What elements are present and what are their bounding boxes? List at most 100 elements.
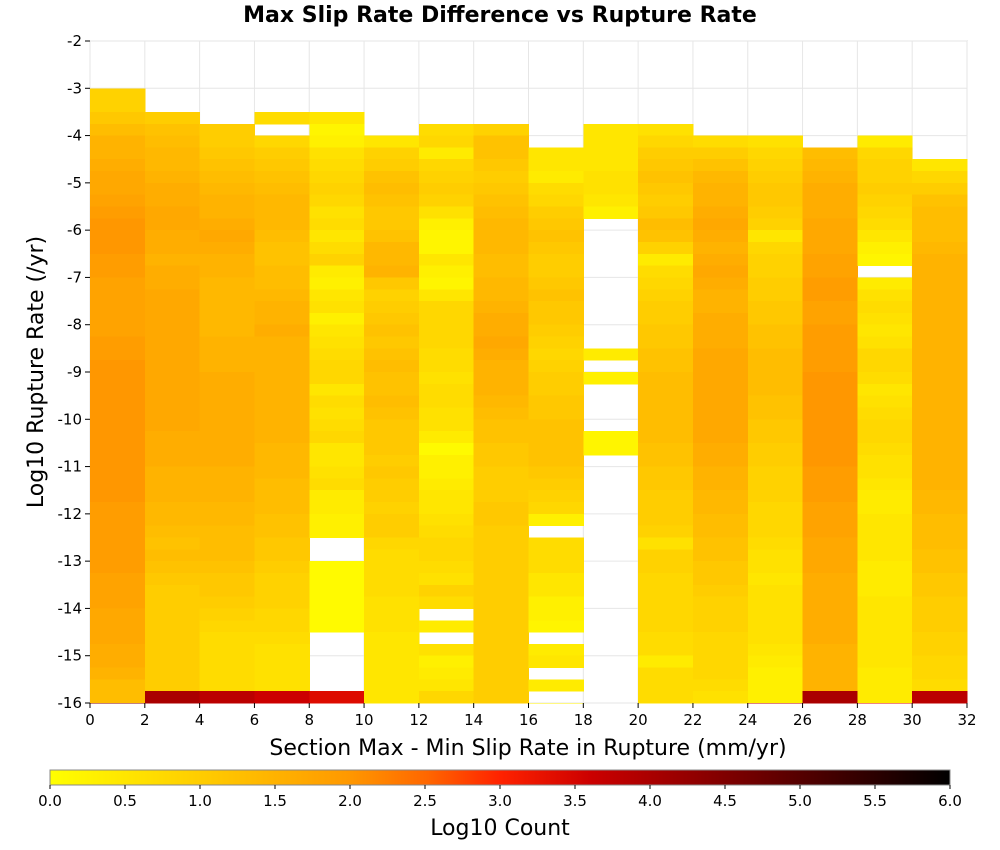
- heatmap-cell: [528, 466, 584, 479]
- heatmap-cell: [473, 383, 529, 397]
- heatmap-cell: [418, 372, 475, 385]
- heatmap-cell: [528, 407, 584, 420]
- heatmap-cell: [199, 632, 255, 645]
- heatmap-cell: [90, 419, 146, 432]
- heatmap-cell: [418, 442, 475, 456]
- heatmap-cell: [199, 123, 255, 137]
- heatmap-cell: [638, 537, 694, 550]
- heatmap-cell: [144, 407, 201, 420]
- heatmap-cell: [638, 703, 694, 704]
- heatmap-cell: [199, 289, 255, 302]
- heatmap-cell: [528, 502, 584, 515]
- heatmap-cell: [802, 584, 858, 598]
- heatmap-cell: [638, 218, 694, 231]
- heatmap-cell: [528, 253, 584, 267]
- heatmap-cell: [309, 490, 365, 503]
- heatmap-cell: [254, 466, 310, 479]
- heatmap-cell: [364, 348, 420, 361]
- heatmap-cell: [692, 478, 749, 491]
- heatmap-cell: [309, 147, 365, 160]
- heatmap-cell: [364, 147, 420, 160]
- heatmap-cell: [857, 643, 913, 657]
- heatmap-cell: [912, 572, 968, 586]
- colorbar-tick-label: 0.5: [113, 792, 137, 810]
- heatmap-cell: [638, 679, 694, 692]
- heatmap-cell: [912, 679, 968, 692]
- heatmap-cell: [309, 454, 365, 468]
- heatmap-cell: [309, 620, 365, 633]
- heatmap-cell: [199, 502, 255, 515]
- heatmap-cell: [144, 206, 201, 219]
- heatmap-cell: [747, 584, 804, 598]
- heatmap-cell: [747, 159, 804, 172]
- heatmap-cell: [802, 596, 858, 609]
- heatmap-cell: [309, 123, 365, 137]
- heatmap-cell: [692, 431, 749, 444]
- heatmap-cell: [912, 241, 968, 255]
- heatmap-cell: [473, 147, 529, 160]
- heatmap-cell: [418, 301, 475, 314]
- heatmap-cell: [528, 383, 584, 397]
- heatmap-cell: [857, 383, 913, 397]
- heatmap-cell: [254, 572, 310, 586]
- heatmap-cell: [912, 431, 968, 444]
- heatmap-cell: [309, 360, 365, 373]
- heatmap-cell: [199, 182, 255, 196]
- heatmap-cell: [144, 147, 201, 160]
- heatmap-cell: [528, 348, 584, 361]
- heatmap-cell: [418, 383, 475, 397]
- colorbar-tick-label: 4.5: [713, 792, 737, 810]
- heatmap-cell: [802, 632, 858, 645]
- heatmap-cell: [583, 182, 639, 196]
- heatmap-cell: [692, 632, 749, 645]
- heatmap-cell: [473, 135, 529, 148]
- heatmap-cell: [144, 241, 201, 255]
- heatmap-cell: [144, 123, 201, 137]
- colorbar-tick-label: 5.0: [788, 792, 812, 810]
- y-tick-label: -12: [58, 505, 83, 523]
- heatmap-cell: [802, 360, 858, 373]
- heatmap-cell: [802, 336, 858, 349]
- heatmap-cell: [309, 407, 365, 420]
- heatmap-cell: [638, 525, 694, 538]
- colorbar-tick-label: 5.5: [863, 792, 887, 810]
- heatmap-cell: [418, 360, 475, 373]
- heatmap-cell: [638, 632, 694, 645]
- heatmap-cell: [912, 336, 968, 349]
- heatmap-cell: [144, 194, 201, 207]
- heatmap-cell: [857, 466, 913, 479]
- heatmap-cell: [418, 218, 475, 231]
- heatmap-cell: [638, 454, 694, 468]
- heatmap-cell: [692, 241, 749, 255]
- heatmap-cell: [254, 442, 310, 456]
- colorbar-tick-label: 3.5: [563, 792, 587, 810]
- x-tick-label: 26: [793, 711, 812, 729]
- heatmap-cell: [638, 182, 694, 196]
- heatmap-cell: [418, 241, 475, 255]
- heatmap-cell: [747, 572, 804, 586]
- heatmap-cell: [418, 336, 475, 349]
- heatmap-cell: [473, 277, 529, 290]
- heatmap-cell: [254, 620, 310, 633]
- heatmap-cell: [857, 442, 913, 456]
- heatmap-cell: [199, 549, 255, 562]
- heatmap-cell: [199, 348, 255, 361]
- heatmap-cell: [912, 596, 968, 609]
- heatmap-cell: [692, 372, 749, 385]
- heatmap-cell: [473, 679, 529, 692]
- heatmap-cell: [309, 230, 365, 243]
- heatmap-cell: [747, 549, 804, 562]
- heatmap-cell: [254, 194, 310, 207]
- heatmap-cell: [747, 655, 804, 669]
- heatmap-cell: [857, 620, 913, 633]
- heatmap-cell: [747, 608, 804, 621]
- heatmap-cell: [473, 194, 529, 207]
- heatmap-cell: [90, 608, 146, 621]
- heatmap-cell: [144, 277, 201, 290]
- heatmap-cell: [199, 643, 255, 657]
- heatmap-cell: [857, 584, 913, 598]
- heatmap-cell: [912, 324, 968, 338]
- heatmap-cell: [254, 277, 310, 290]
- heatmap-cell: [473, 395, 529, 408]
- heatmap-cell: [912, 182, 968, 196]
